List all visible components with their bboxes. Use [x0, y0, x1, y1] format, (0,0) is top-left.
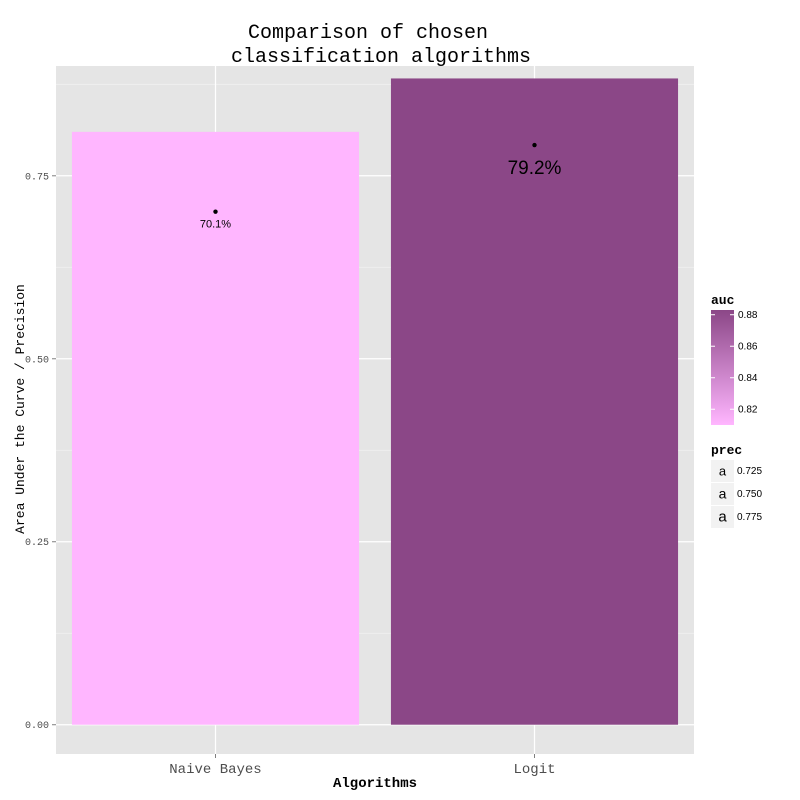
- bar-logit: [390, 78, 679, 725]
- y-axis-title: Area Under the Curve / Precision: [13, 284, 28, 534]
- bar-naive-bayes: [71, 131, 360, 725]
- y-tick-label: 0.75: [25, 172, 49, 183]
- legend-prec-key: [711, 506, 734, 528]
- legend-prec-title: prec: [711, 443, 742, 458]
- precision-points: 70.1% 79.2%: [200, 142, 562, 231]
- legend-prec-key: [711, 483, 734, 505]
- y-tick-label: 0.25: [25, 538, 49, 549]
- legend-prec-label: 0.775: [737, 512, 762, 523]
- legend-auc-tick-label: 0.84: [738, 373, 758, 384]
- y-tick-label: 0.00: [25, 721, 49, 732]
- legend-auc-tick-label: 0.86: [738, 342, 758, 353]
- axes: 0.00 0.25 0.50 0.75 Naive Bayes Logit: [25, 172, 556, 778]
- x-tick-label: Logit: [513, 762, 555, 778]
- legend-prec-glyph: a: [719, 464, 727, 479]
- bars: [71, 78, 679, 725]
- precision-point: [213, 209, 218, 214]
- x-axis-title: Algorithms: [333, 776, 417, 792]
- legend-auc-title: auc: [711, 293, 735, 308]
- legend-prec: prec a 0.725 a 0.750 a 0.775: [711, 443, 762, 528]
- precision-label: 70.1%: [200, 219, 231, 231]
- legend-auc-colorbar: [711, 310, 734, 425]
- chart-title-line-1: Comparison of chosen: [248, 22, 488, 45]
- legend-auc-tick-label: 0.82: [738, 405, 758, 416]
- y-tick-label: 0.50: [25, 355, 49, 366]
- precision-point: [532, 142, 537, 148]
- legend-prec-label: 0.725: [737, 466, 762, 477]
- chart-title-line-2: classification algorithms: [231, 46, 531, 69]
- precision-label: 79.2%: [508, 158, 562, 179]
- x-tick-label: Naive Bayes: [169, 762, 261, 778]
- legend-prec-glyph: a: [719, 486, 727, 502]
- legend-auc-tick-label: 0.88: [738, 310, 758, 321]
- legend-prec-key: [711, 460, 734, 482]
- legend-auc: auc 0.82 0.84 0.86 0.88: [711, 293, 758, 425]
- legend-prec-glyph: a: [718, 509, 727, 526]
- legend-prec-label: 0.750: [737, 489, 762, 500]
